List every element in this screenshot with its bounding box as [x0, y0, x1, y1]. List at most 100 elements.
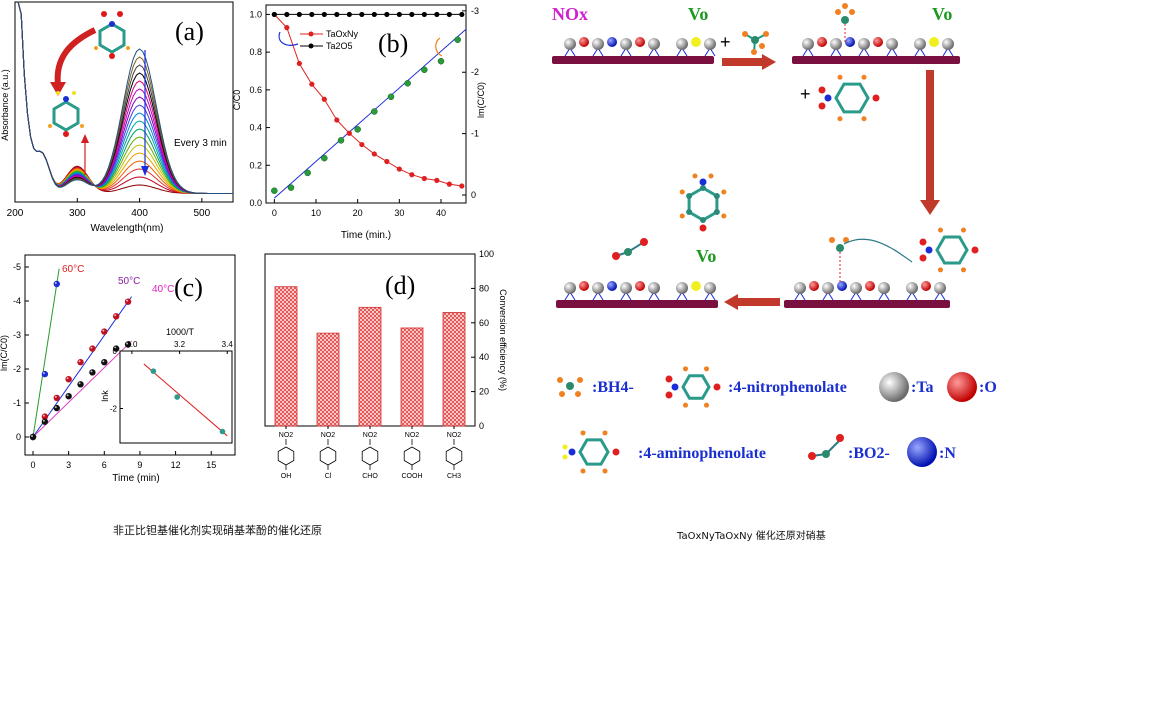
panel-c: 0 3 6 9 12 15 0 -1 -2 -3 -4 -5 (c) 60°C 50°C 40°C T… — [0, 248, 245, 488]
ta-atom — [914, 38, 926, 50]
b-series-point — [309, 81, 315, 87]
c-atom — [686, 209, 693, 215]
panel-a-spectra — [17, 1, 233, 194]
o-atom — [809, 281, 819, 291]
b-series-point — [384, 158, 390, 165]
b-ln-point — [454, 36, 461, 43]
aminophenol-molecule-icon — [48, 91, 84, 137]
inset-ylabel: lnk — [100, 390, 110, 402]
ta-atom — [850, 282, 862, 294]
left-axis-arrow — [278, 31, 299, 46]
n-atom — [837, 281, 847, 291]
panel-c-frame — [24, 254, 236, 456]
b-series-point — [446, 181, 452, 187]
c-atom — [686, 193, 693, 199]
b-xtick-label: 10 — [311, 208, 321, 218]
ta-atom — [906, 282, 918, 294]
c-point-highlight — [126, 299, 129, 302]
d-top-group-label: NO2 — [447, 432, 462, 439]
legend-o-text: :O — [979, 379, 997, 396]
b-series-point — [384, 11, 390, 18]
surface-chain-4 — [564, 281, 716, 301]
inset-fit-line — [143, 363, 228, 437]
reaction-scheme-svg: NOx Vo + Vo + — [552, 3, 997, 474]
b-series-point — [309, 11, 315, 18]
inset-point — [219, 428, 226, 435]
c-point-highlight — [54, 395, 57, 398]
panel-a-ylabel: Absorbance (a.u.) — [0, 69, 10, 141]
c-point — [41, 370, 49, 378]
b-xtick-label: 20 — [353, 208, 363, 218]
b-ytick-label: 0.4 — [249, 123, 262, 133]
n-atom — [607, 37, 617, 47]
panel-d-ylabel: Conversion efficiency (%) — [498, 289, 508, 391]
h-atom — [562, 454, 568, 460]
n-atom — [699, 178, 707, 186]
c-point-highlight — [42, 419, 45, 422]
panel-a-chart: 200 300 400 500 (a) Every 3 min Wavelength(… — [0, 1, 234, 234]
vo-label-1: Vo — [688, 4, 708, 24]
adsorbed-bh4-icon — [829, 237, 849, 282]
panel-a: 200 300 400 500 (a) Every 3 min Wavelength(… — [0, 0, 240, 235]
c-point — [101, 328, 108, 335]
c-ytick-label: -1 — [13, 398, 21, 408]
arrow-left — [724, 294, 780, 310]
panel-c-xlabel: Time (min) — [112, 473, 159, 484]
c-xtick-label: 9 — [137, 460, 142, 470]
legend-bh4-text: :BH4- — [592, 379, 634, 396]
b-series-point — [371, 151, 377, 157]
d-top-group-label: NO2 — [363, 432, 378, 439]
o-atom — [919, 238, 927, 246]
legend-o-ball-icon — [947, 372, 977, 402]
d-ytick-label: 0 — [479, 421, 484, 431]
b-ln-point — [321, 154, 328, 162]
legend-ta-text: :Ta — [911, 379, 934, 396]
bh4-molecule-icon-1 — [742, 31, 769, 55]
d-substrate-molecule-icon: NO2 Cl — [319, 432, 337, 480]
nox-label: NOx — [552, 4, 588, 24]
h-atom — [683, 402, 688, 408]
arrow-right-1 — [722, 54, 776, 70]
d-bar — [358, 306, 382, 427]
c-point-highlight — [114, 314, 117, 317]
b-ytick-right-label: -2 — [471, 67, 479, 77]
panel-b-label: (b) — [378, 29, 408, 58]
n-atom — [607, 281, 617, 291]
b-series-point — [409, 11, 415, 18]
d-ytick-label: 100 — [479, 249, 494, 259]
d-bar — [316, 332, 340, 427]
b-ln-point — [371, 108, 378, 115]
c-point-highlight — [114, 346, 117, 349]
ta-atom — [858, 38, 870, 50]
h-atom — [708, 173, 714, 179]
d-substituent-label: Cl — [325, 473, 332, 480]
inset-ytick-label: -2 — [110, 405, 118, 414]
inset-point — [174, 394, 180, 400]
o-atom — [921, 281, 931, 291]
inset-xlabel: 1000/T — [166, 327, 195, 337]
b-series-point — [334, 117, 340, 123]
o-atom — [818, 86, 826, 94]
c-point — [77, 359, 84, 366]
b-series-point — [321, 11, 327, 18]
h-atom — [704, 366, 709, 372]
panel-a-xticks: 200 300 400 500 — [7, 198, 211, 219]
o-atom — [872, 94, 880, 102]
n-atom — [824, 94, 832, 102]
right-axis-arrow — [435, 37, 443, 57]
b-xtick-label: 30 — [394, 208, 404, 218]
legend-n-ball-icon — [907, 437, 937, 467]
h-atom — [679, 189, 685, 195]
vo-label-2: Vo — [932, 4, 952, 24]
d-substituent-label: COOH — [402, 473, 423, 480]
ta-atom — [878, 282, 890, 294]
nitrophenol-molecule-icon — [94, 11, 130, 59]
o-atom — [971, 246, 979, 254]
b-series-point — [421, 175, 427, 182]
ta-atom — [620, 38, 632, 50]
c-point — [89, 369, 96, 376]
c-ytick-label: 0 — [16, 432, 21, 442]
c-point — [89, 345, 96, 352]
d-substituent-label: CH3 — [447, 473, 461, 480]
b-series-point — [434, 11, 440, 18]
